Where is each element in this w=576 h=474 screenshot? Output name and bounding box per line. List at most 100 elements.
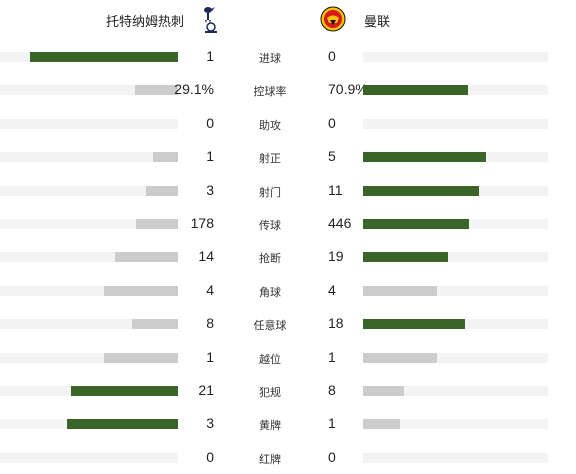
away-bar-track: [363, 319, 548, 330]
stat-row: 29.1% 控球率 70.9%: [0, 73, 576, 106]
away-stat-value: 8: [328, 381, 336, 398]
away-stat-bar: [363, 252, 448, 263]
stat-row: 8 任意球 18: [0, 307, 576, 340]
home-bar-track: [0, 85, 178, 96]
home-bar-track: [0, 385, 178, 396]
away-stat-bar: [363, 352, 437, 363]
home-team-name: 托特纳姆热刺: [105, 14, 184, 29]
stat-row: 1 进球 0: [0, 40, 576, 73]
home-bar-track: [0, 352, 178, 363]
home-stat-value: 14: [198, 248, 214, 265]
away-bar-track: [363, 452, 548, 463]
home-stat-value: 1: [206, 48, 214, 64]
home-bar-track: [0, 452, 178, 463]
away-stat-value: 4: [328, 281, 336, 298]
away-stat-value: 18: [328, 315, 344, 332]
stat-row: 178 传球 446: [0, 207, 576, 240]
stat-label: 射门: [259, 186, 281, 199]
home-stat-bar: [135, 85, 178, 96]
stat-row: 21 犯规 8: [0, 374, 576, 407]
away-bar-track: [363, 85, 548, 96]
home-stat-value: 29.1%: [174, 81, 214, 98]
home-stat-bar: [115, 252, 178, 263]
away-bar-track: [363, 419, 548, 430]
home-stat-value: 4: [206, 281, 214, 298]
stat-label: 助攻: [259, 119, 281, 132]
away-stat-value: 0: [328, 114, 336, 131]
away-stat-value: 5: [328, 148, 336, 165]
stat-label: 黄牌: [259, 420, 281, 433]
home-stat-bar: [30, 52, 178, 62]
manchester-united-crest-icon: [320, 6, 346, 32]
home-bar-track: [0, 252, 178, 263]
stat-row: 3 黄牌 1: [0, 407, 576, 440]
away-stat-value: 1: [328, 415, 336, 432]
away-bar-track: [363, 218, 548, 229]
home-stat-value: 3: [206, 415, 214, 432]
home-stat-value: 21: [198, 381, 214, 398]
home-stat-bar: [136, 218, 178, 229]
away-bar-track: [363, 152, 548, 163]
stat-label: 进球: [259, 53, 281, 65]
home-bar-track: [0, 285, 178, 296]
home-bar-track: [0, 419, 178, 430]
away-stat-bar: [363, 319, 465, 330]
away-stat-bar: [363, 419, 400, 430]
away-bar-track: [363, 352, 548, 363]
home-bar-track: [0, 118, 178, 129]
home-stat-value: 0: [206, 448, 214, 465]
stat-label: 角球: [259, 286, 281, 299]
stats-table: 1 进球 0 29.1% 控球率 70.9% 0 助攻 0 1 射正 5 3 射门 11 178 传球 446 14…: [0, 40, 576, 474]
away-stat-value: 70.9%: [328, 81, 368, 98]
away-stat-bar: [363, 185, 479, 196]
stat-label: 控球率: [253, 86, 287, 99]
away-stat-value: 19: [328, 248, 344, 265]
home-stat-value: 1: [206, 148, 214, 165]
away-stat-value: 446: [328, 214, 352, 231]
away-stat-bar: [363, 152, 486, 163]
home-bar-track: [0, 185, 178, 196]
tottenham-crest-icon: [204, 7, 217, 33]
away-stat-value: 1: [328, 348, 336, 365]
away-bar-track: [363, 252, 548, 263]
stat-row: 1 射正 5: [0, 140, 576, 173]
away-stat-value: 11: [328, 181, 343, 198]
home-bar-track: [0, 152, 178, 163]
home-stat-bar: [132, 319, 178, 330]
stat-row: 14 抢断 19: [0, 240, 576, 273]
away-bar-track: [363, 285, 548, 296]
away-stat-value: 0: [328, 48, 336, 64]
match-header: 托特纳姆热刺 曼联: [0, 0, 576, 40]
away-bar-track: [363, 185, 548, 196]
home-bar-track: [0, 52, 178, 62]
stat-row: 1 越位 1: [0, 341, 576, 374]
away-bar-track: [363, 118, 548, 129]
stat-label: 犯规: [259, 386, 281, 399]
home-bar-track: [0, 218, 178, 229]
away-stat-bar: [363, 285, 437, 296]
away-stat-bar: [363, 218, 469, 229]
stat-label: 传球: [259, 219, 281, 232]
home-stat-bar: [104, 285, 178, 296]
home-stat-bar: [67, 419, 178, 430]
stat-label: 越位: [259, 353, 281, 366]
away-team-name: 曼联: [364, 14, 391, 29]
home-stat-value: 0: [206, 114, 214, 131]
away-bar-track: [363, 52, 548, 62]
home-stat-bar: [146, 185, 178, 196]
away-bar-track: [363, 385, 548, 396]
stat-row: 3 射门 11: [0, 174, 576, 207]
home-bar-track: [0, 319, 178, 330]
stat-label: 抢断: [259, 253, 281, 266]
home-stat-value: 8: [206, 315, 214, 332]
stat-row: 0 红牌 0: [0, 441, 576, 474]
stat-row: 0 助攻 0: [0, 107, 576, 140]
home-stat-value: 1: [206, 348, 214, 365]
away-stat-bar: [363, 385, 404, 396]
home-stat-value: 3: [206, 181, 214, 198]
stat-row: 4 角球 4: [0, 274, 576, 307]
home-stat-bar: [104, 352, 178, 363]
stat-label: 红牌: [259, 453, 281, 466]
home-stat-bar: [153, 152, 178, 163]
away-stat-value: 0: [328, 448, 336, 465]
